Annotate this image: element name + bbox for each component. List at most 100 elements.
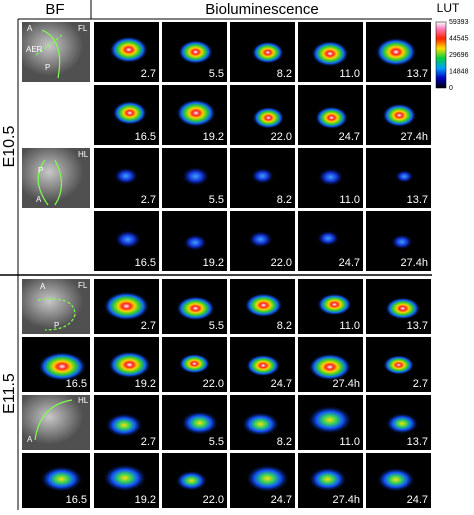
signal xyxy=(180,410,219,436)
image-panel: 13.7 xyxy=(366,148,431,208)
image-panel: 27.4h xyxy=(366,211,431,271)
image-panel: 16.5 xyxy=(22,453,90,508)
time-label: 22.0 xyxy=(271,257,292,269)
time-label: 2.7 xyxy=(141,194,156,206)
time-label: 16.5 xyxy=(66,378,87,390)
time-label: 8.2 xyxy=(277,320,292,332)
lut-tick-label: 59393 xyxy=(449,19,469,26)
time-label: 11.0 xyxy=(339,436,360,448)
group-label: E10.5 xyxy=(1,125,18,167)
image-panel: 8.2 xyxy=(230,148,295,208)
signal xyxy=(245,464,290,493)
signal xyxy=(114,229,142,249)
lut-title: LUT xyxy=(437,1,460,15)
signal xyxy=(181,166,210,187)
image-panel: 2.7 xyxy=(94,279,159,334)
time-label: 13.7 xyxy=(407,68,428,80)
time-label: 24.7 xyxy=(407,494,428,506)
image-panel: 24.7 xyxy=(298,85,363,145)
image-panel: 19.2 xyxy=(162,211,227,271)
time-label: 16.5 xyxy=(135,131,156,143)
signal xyxy=(251,41,285,64)
signal xyxy=(175,470,208,492)
image-panel: 11.0 xyxy=(298,279,363,334)
signal xyxy=(113,167,139,185)
image-panel: 24.7 xyxy=(230,337,295,392)
bioluminescence-header: Bioluminescence xyxy=(205,1,318,18)
signal xyxy=(385,297,421,320)
time-label: 27.4h xyxy=(400,131,428,143)
time-label: 22.0 xyxy=(203,378,224,390)
signal xyxy=(108,351,151,379)
signal xyxy=(250,167,275,185)
signal xyxy=(244,293,283,318)
time-label: 19.2 xyxy=(203,131,224,143)
signal xyxy=(375,37,417,67)
image-panel: 19.2 xyxy=(162,85,227,145)
time-label: 19.2 xyxy=(135,494,156,506)
time-label: 16.5 xyxy=(135,257,156,269)
image-panel: 19.2 xyxy=(94,337,159,392)
time-label: 27.4h xyxy=(332,494,360,506)
image-panel: 2.7 xyxy=(94,22,159,82)
signal xyxy=(182,234,208,252)
signal xyxy=(252,106,285,129)
image-panel: 5.5 xyxy=(162,148,227,208)
time-label: 16.5 xyxy=(66,494,87,506)
lut-tick-label: 0 xyxy=(449,85,453,92)
image-panel: 8.2 xyxy=(230,22,295,82)
group-label: E11.5 xyxy=(1,373,18,414)
image-panel: 11.0 xyxy=(298,395,363,450)
lut-bar xyxy=(435,21,447,89)
image-panel: 5.5 xyxy=(162,395,227,450)
image-panel: 27.4h xyxy=(366,85,431,145)
time-label: 19.2 xyxy=(203,257,224,269)
bf-panel: A FL P xyxy=(22,279,90,334)
signal xyxy=(394,169,414,184)
signal xyxy=(103,291,150,321)
image-panel: 19.2 xyxy=(94,453,159,508)
time-label: 5.5 xyxy=(209,194,224,206)
time-label: 2.7 xyxy=(141,320,156,332)
bf-panel: HL P A xyxy=(22,148,90,208)
signal xyxy=(315,106,349,130)
signal xyxy=(317,293,352,316)
signal xyxy=(307,405,353,435)
signal xyxy=(376,467,416,493)
time-label: 19.2 xyxy=(135,378,156,390)
image-panel: 24.7 xyxy=(366,453,431,508)
signal xyxy=(383,355,415,375)
time-label: 22.0 xyxy=(271,131,292,143)
image-panel: 22.0 xyxy=(230,85,295,145)
signal xyxy=(178,39,214,65)
signal xyxy=(308,466,348,492)
bf-label: AER xyxy=(26,45,43,54)
signal xyxy=(390,234,414,250)
signal xyxy=(109,36,149,64)
image-panel: 16.5 xyxy=(94,211,159,271)
signal xyxy=(39,465,84,493)
signal xyxy=(176,296,215,321)
image-panel: 5.5 xyxy=(162,22,227,82)
signal xyxy=(311,40,349,67)
image-panel: 24.7 xyxy=(230,453,295,508)
image-panel: 5.5 xyxy=(162,279,227,334)
time-label: 11.0 xyxy=(339,194,360,206)
bf-label: A xyxy=(40,282,46,291)
image-panel: 27.4h xyxy=(298,337,363,392)
time-label: 13.7 xyxy=(407,194,428,206)
image-panel: 13.7 xyxy=(366,22,431,82)
bf-label: A xyxy=(27,24,33,33)
time-label: 8.2 xyxy=(277,436,292,448)
lut-tick-label: 29696 xyxy=(449,52,469,59)
signal xyxy=(316,230,340,247)
signal xyxy=(37,351,87,382)
bf-label: HL xyxy=(78,150,89,159)
time-label: 13.7 xyxy=(407,436,428,448)
time-label: 5.5 xyxy=(209,320,224,332)
signal xyxy=(245,354,281,377)
time-label: 2.7 xyxy=(141,68,156,80)
signal xyxy=(382,103,417,128)
image-panel: 27.4h xyxy=(298,453,363,508)
